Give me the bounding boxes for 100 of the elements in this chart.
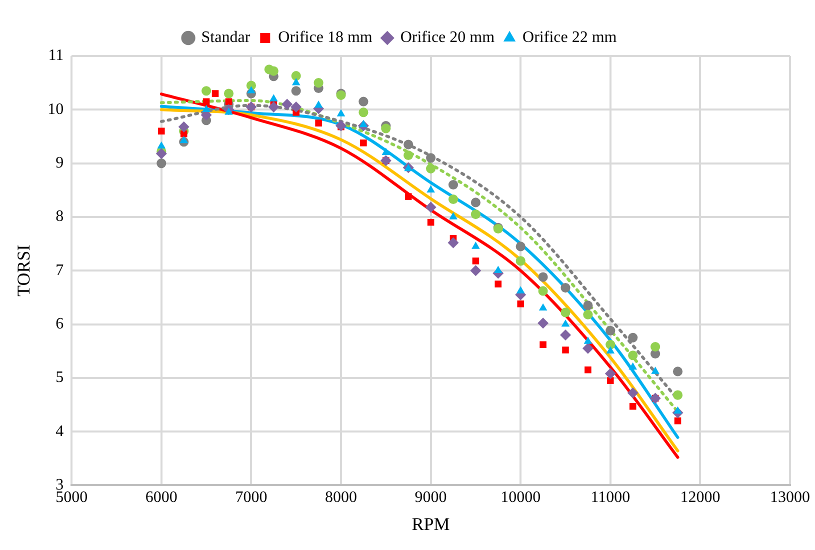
point: [470, 198, 480, 208]
point: [674, 417, 682, 424]
point: [291, 86, 301, 96]
point: [224, 108, 233, 115]
point: [156, 158, 166, 168]
x-tick-label: 6000: [145, 489, 178, 506]
point: [516, 242, 526, 252]
y-tick-label: 5: [56, 369, 64, 386]
point: [360, 140, 367, 146]
point: [156, 148, 167, 160]
y-tick-label: 8: [56, 208, 64, 226]
point: [381, 124, 391, 134]
y-axis-title: TORSI: [14, 244, 34, 296]
point: [470, 265, 482, 276]
x-axis-title: RPM: [412, 514, 450, 534]
point: [629, 402, 636, 410]
y-tick-label: 11: [48, 47, 64, 64]
point: [672, 390, 683, 400]
point: [583, 300, 593, 310]
point: [282, 98, 293, 110]
point: [606, 340, 616, 350]
point: [157, 141, 166, 149]
point: [426, 164, 436, 174]
point: [448, 180, 458, 190]
point: [628, 350, 638, 360]
point: [472, 258, 480, 264]
point: [178, 121, 190, 132]
point: [448, 194, 458, 204]
point: [562, 346, 569, 354]
point: [582, 342, 594, 354]
point: [336, 120, 346, 132]
y-tick-label: 4: [56, 422, 64, 440]
point: [560, 308, 570, 318]
y-tick-label: 7: [56, 262, 64, 279]
point: [672, 366, 683, 376]
point: [380, 155, 392, 166]
point: [202, 98, 210, 105]
point: [212, 90, 219, 97]
point: [314, 78, 324, 88]
x-tick-label: 9000: [414, 489, 447, 506]
point: [382, 148, 390, 155]
x-tick-label: 10000: [500, 489, 541, 506]
point: [247, 86, 256, 94]
point: [426, 185, 435, 193]
point: [561, 319, 570, 327]
point: [628, 362, 638, 370]
point: [404, 140, 414, 150]
point: [224, 88, 234, 98]
point: [604, 368, 616, 380]
point: [314, 100, 323, 108]
y-tick-label: 9: [56, 154, 64, 172]
point: [180, 136, 188, 144]
point: [538, 318, 549, 329]
point: [246, 101, 257, 112]
point: [538, 286, 548, 296]
point: [472, 242, 480, 249]
legend-label: Orifice 18 mm: [278, 29, 373, 46]
point: [269, 94, 278, 102]
point: [540, 341, 546, 348]
point: [449, 212, 458, 220]
point: [650, 342, 660, 352]
point: [606, 346, 615, 354]
point: [516, 256, 526, 266]
point: [425, 202, 436, 213]
point: [426, 153, 436, 163]
point: [627, 387, 638, 398]
point: [315, 120, 322, 126]
point: [584, 336, 592, 344]
point: [358, 96, 368, 106]
point: [538, 303, 548, 311]
point: [494, 266, 502, 273]
point: [560, 329, 571, 340]
point: [404, 193, 412, 200]
point: [517, 300, 524, 308]
point: [359, 120, 368, 128]
legend-label: Orifice 22 mm: [522, 29, 618, 46]
point: [516, 286, 525, 294]
legend-label: Orifice 20 mm: [400, 29, 496, 46]
legend-label: Standar: [201, 29, 251, 46]
point: [291, 71, 301, 81]
point: [494, 280, 502, 288]
point: [674, 406, 682, 414]
point: [427, 218, 434, 226]
point: [290, 101, 302, 112]
point: [584, 366, 592, 374]
point: [651, 366, 660, 374]
point: [336, 109, 346, 116]
point: [628, 332, 638, 342]
point: [202, 104, 210, 112]
point: [538, 272, 548, 282]
x-tick-label: 8000: [325, 489, 357, 506]
x-tick-label: 13000: [770, 489, 810, 506]
point: [470, 209, 480, 220]
x-tick-label: 12000: [680, 489, 720, 506]
point: [202, 86, 212, 96]
point: [583, 310, 593, 320]
x-tick-label: 5000: [56, 489, 88, 506]
x-tick-label: 11000: [590, 489, 630, 506]
point: [268, 66, 278, 76]
x-tick-label: 7000: [235, 489, 268, 506]
